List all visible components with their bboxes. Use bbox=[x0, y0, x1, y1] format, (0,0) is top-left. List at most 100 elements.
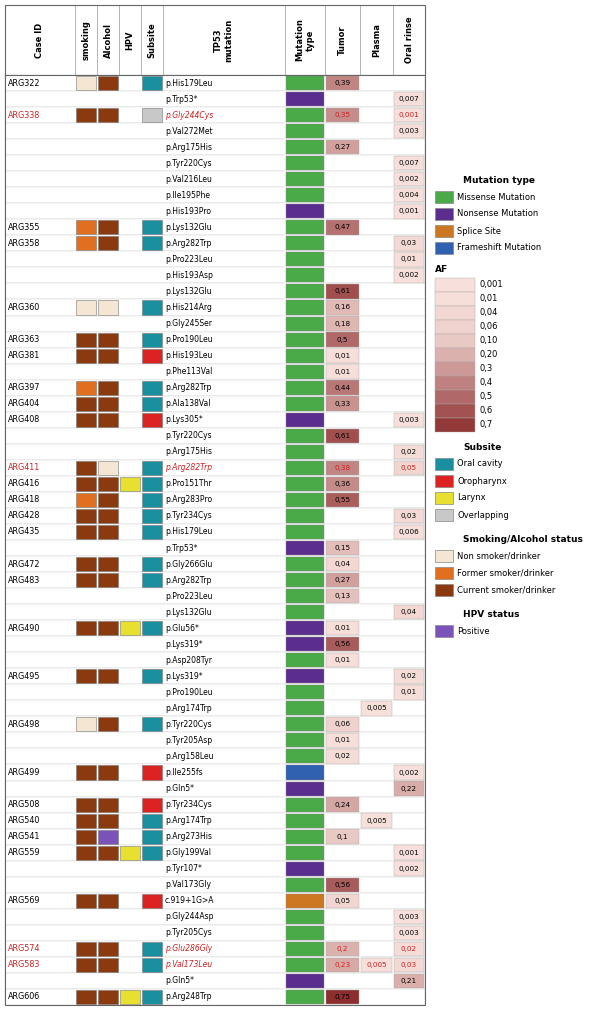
Bar bbox=[435, 334, 475, 348]
Text: 0,005: 0,005 bbox=[366, 961, 387, 968]
Bar bbox=[142, 845, 162, 859]
Text: ARG428: ARG428 bbox=[8, 512, 40, 521]
Bar bbox=[286, 782, 324, 796]
Text: p.Arg282Trp: p.Arg282Trp bbox=[165, 383, 211, 392]
Bar bbox=[98, 990, 118, 1004]
Bar bbox=[142, 461, 162, 475]
Bar bbox=[98, 798, 118, 812]
Text: ARG559: ARG559 bbox=[8, 848, 41, 857]
Bar bbox=[142, 412, 162, 427]
Bar bbox=[5, 909, 425, 925]
Bar bbox=[435, 418, 475, 432]
Bar bbox=[5, 540, 425, 556]
Text: 0,001: 0,001 bbox=[398, 112, 419, 118]
Text: Current smoker/drinker: Current smoker/drinker bbox=[457, 585, 556, 594]
Bar bbox=[286, 237, 324, 251]
Bar bbox=[76, 957, 96, 972]
Text: p.Arg158Leu: p.Arg158Leu bbox=[165, 752, 214, 761]
Bar bbox=[326, 733, 359, 748]
Bar bbox=[5, 684, 425, 701]
Text: 0,02: 0,02 bbox=[334, 753, 350, 759]
Bar bbox=[361, 702, 392, 716]
Text: 0,002: 0,002 bbox=[398, 769, 419, 775]
Bar bbox=[326, 300, 359, 314]
Text: p.Val216Leu: p.Val216Leu bbox=[165, 175, 212, 184]
Bar bbox=[394, 252, 424, 267]
Bar bbox=[76, 894, 96, 908]
Bar bbox=[98, 381, 118, 394]
Bar bbox=[142, 300, 162, 314]
Bar bbox=[286, 541, 324, 555]
Bar bbox=[286, 76, 324, 90]
Bar bbox=[5, 652, 425, 668]
Text: 0,006: 0,006 bbox=[398, 529, 419, 535]
Bar bbox=[76, 477, 96, 491]
Text: 0,003: 0,003 bbox=[398, 914, 419, 920]
Bar bbox=[98, 300, 118, 314]
Bar bbox=[5, 75, 425, 91]
Text: ARG418: ARG418 bbox=[8, 495, 40, 504]
Bar bbox=[286, 188, 324, 202]
Bar bbox=[5, 236, 425, 252]
Bar bbox=[5, 717, 425, 732]
Text: ARG540: ARG540 bbox=[8, 816, 40, 825]
Bar bbox=[5, 748, 425, 764]
Bar bbox=[5, 732, 425, 748]
Bar bbox=[286, 830, 324, 843]
Text: 0,05: 0,05 bbox=[401, 465, 417, 471]
Bar bbox=[5, 299, 425, 315]
Text: p.Arg175His: p.Arg175His bbox=[165, 447, 212, 456]
Bar bbox=[286, 573, 324, 587]
Bar bbox=[5, 5, 425, 75]
Bar bbox=[5, 877, 425, 893]
Text: p.Arg282Trp: p.Arg282Trp bbox=[165, 239, 211, 248]
Bar bbox=[394, 237, 424, 251]
Bar bbox=[326, 829, 359, 844]
Text: p.Lys132Glu: p.Lys132Glu bbox=[165, 287, 212, 296]
Bar bbox=[76, 621, 96, 635]
Bar bbox=[98, 525, 118, 539]
Bar bbox=[394, 156, 424, 171]
Text: 0,001: 0,001 bbox=[479, 280, 503, 289]
Text: ARG322: ARG322 bbox=[8, 79, 41, 88]
Text: 0,02: 0,02 bbox=[401, 946, 417, 952]
Bar bbox=[5, 925, 425, 941]
Text: p.Tyr220Cys: p.Tyr220Cys bbox=[165, 432, 212, 440]
Text: Case ID: Case ID bbox=[35, 22, 44, 58]
Bar bbox=[142, 798, 162, 812]
Text: Overlapping: Overlapping bbox=[457, 511, 509, 520]
Bar bbox=[5, 411, 425, 428]
Bar bbox=[435, 509, 453, 521]
Bar bbox=[142, 990, 162, 1004]
Text: 0,15: 0,15 bbox=[334, 545, 350, 551]
Text: 0,1: 0,1 bbox=[337, 834, 348, 840]
Bar bbox=[120, 621, 140, 635]
Bar bbox=[394, 974, 424, 988]
Bar bbox=[98, 765, 118, 779]
Bar bbox=[5, 780, 425, 797]
Bar bbox=[286, 349, 324, 363]
Bar bbox=[286, 220, 324, 235]
Text: ARG404: ARG404 bbox=[8, 399, 40, 408]
Bar bbox=[326, 878, 359, 892]
Bar bbox=[98, 108, 118, 122]
Bar bbox=[394, 124, 424, 139]
Bar bbox=[5, 492, 425, 508]
Bar bbox=[326, 461, 359, 475]
Bar bbox=[326, 557, 359, 571]
Text: p.Trp53*: p.Trp53* bbox=[165, 95, 197, 103]
Text: HPV: HPV bbox=[125, 30, 134, 50]
Bar bbox=[142, 765, 162, 779]
Text: 0,01: 0,01 bbox=[334, 369, 350, 375]
Bar bbox=[286, 606, 324, 619]
Bar bbox=[286, 749, 324, 763]
Text: 0,003: 0,003 bbox=[398, 128, 419, 134]
Text: 0,33: 0,33 bbox=[334, 400, 350, 406]
Bar bbox=[286, 653, 324, 667]
Bar bbox=[76, 573, 96, 587]
Bar bbox=[5, 428, 425, 444]
Bar bbox=[142, 381, 162, 394]
Text: Mutation
type: Mutation type bbox=[295, 18, 314, 62]
Bar bbox=[76, 237, 96, 251]
Text: p.Arg282Trp: p.Arg282Trp bbox=[165, 463, 212, 472]
